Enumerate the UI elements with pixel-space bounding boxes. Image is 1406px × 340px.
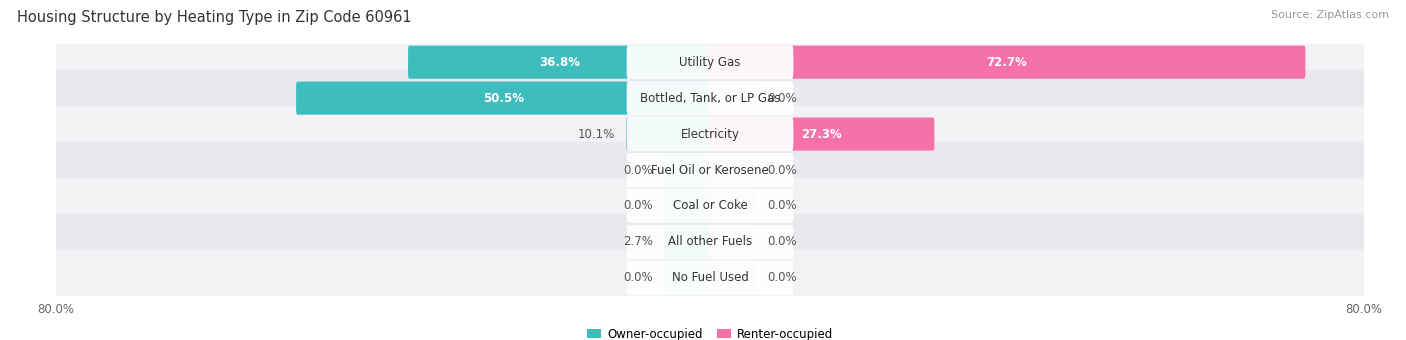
FancyBboxPatch shape (664, 225, 711, 258)
Text: Utility Gas: Utility Gas (679, 56, 741, 69)
FancyBboxPatch shape (709, 46, 1305, 79)
Text: 0.0%: 0.0% (623, 200, 652, 212)
Legend: Owner-occupied, Renter-occupied: Owner-occupied, Renter-occupied (582, 323, 838, 340)
Text: 0.0%: 0.0% (768, 91, 797, 105)
FancyBboxPatch shape (53, 214, 1367, 270)
Text: No Fuel Used: No Fuel Used (672, 271, 748, 284)
FancyBboxPatch shape (627, 81, 793, 115)
FancyBboxPatch shape (626, 118, 711, 151)
FancyBboxPatch shape (408, 46, 711, 79)
Text: 50.5%: 50.5% (484, 91, 524, 105)
Text: Electricity: Electricity (681, 128, 740, 140)
Text: Housing Structure by Heating Type in Zip Code 60961: Housing Structure by Heating Type in Zip… (17, 10, 412, 25)
Text: 0.0%: 0.0% (768, 200, 797, 212)
FancyBboxPatch shape (627, 45, 793, 79)
FancyBboxPatch shape (709, 118, 935, 151)
FancyBboxPatch shape (297, 82, 711, 115)
FancyBboxPatch shape (627, 189, 793, 223)
FancyBboxPatch shape (627, 117, 793, 151)
Text: 0.0%: 0.0% (768, 271, 797, 284)
FancyBboxPatch shape (709, 189, 756, 222)
FancyBboxPatch shape (709, 153, 756, 187)
FancyBboxPatch shape (709, 225, 756, 258)
FancyBboxPatch shape (709, 261, 756, 294)
Text: 0.0%: 0.0% (623, 271, 652, 284)
FancyBboxPatch shape (53, 142, 1367, 198)
Text: 10.1%: 10.1% (578, 128, 616, 140)
FancyBboxPatch shape (627, 225, 793, 259)
Text: 0.0%: 0.0% (768, 235, 797, 249)
Text: Fuel Oil or Kerosene: Fuel Oil or Kerosene (651, 164, 769, 176)
Text: 2.7%: 2.7% (623, 235, 652, 249)
FancyBboxPatch shape (664, 153, 711, 187)
Text: Source: ZipAtlas.com: Source: ZipAtlas.com (1271, 10, 1389, 20)
Text: All other Fuels: All other Fuels (668, 235, 752, 249)
FancyBboxPatch shape (53, 178, 1367, 234)
FancyBboxPatch shape (664, 189, 711, 222)
Text: Bottled, Tank, or LP Gas: Bottled, Tank, or LP Gas (640, 91, 780, 105)
Text: Coal or Coke: Coal or Coke (672, 200, 748, 212)
Text: 72.7%: 72.7% (987, 56, 1028, 69)
FancyBboxPatch shape (627, 153, 793, 187)
FancyBboxPatch shape (53, 34, 1367, 90)
Text: 0.0%: 0.0% (768, 164, 797, 176)
FancyBboxPatch shape (53, 106, 1367, 162)
FancyBboxPatch shape (627, 261, 793, 295)
FancyBboxPatch shape (709, 82, 756, 115)
FancyBboxPatch shape (53, 70, 1367, 126)
Text: 0.0%: 0.0% (623, 164, 652, 176)
Text: 36.8%: 36.8% (538, 56, 581, 69)
Text: 27.3%: 27.3% (801, 128, 842, 140)
FancyBboxPatch shape (664, 261, 711, 294)
FancyBboxPatch shape (53, 250, 1367, 306)
